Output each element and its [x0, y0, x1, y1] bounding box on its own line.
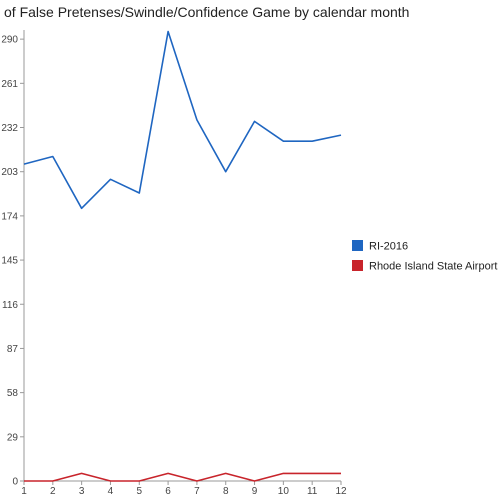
series-line-2 — [24, 472, 341, 482]
y-tick-label: 203 — [1, 167, 18, 178]
legend-label-2: Rhode Island State Airport — [369, 261, 497, 273]
series-line-1 — [23, 30, 342, 210]
x-tick-label: 9 — [252, 486, 258, 497]
x-tick-label: 5 — [136, 486, 142, 497]
x-axis-ticks: 1 2 3 4 5 6 7 8 9 10 11 12 — [21, 481, 347, 497]
y-tick-label: 29 — [7, 432, 19, 443]
legend-swatch-1 — [352, 240, 363, 251]
chart-title: of False Pretenses/Swindle/Confidence Ga… — [4, 4, 410, 20]
legend: RI-2016 Rhode Island State Airport — [352, 240, 497, 273]
legend-swatch-2 — [352, 260, 363, 271]
x-tick-label: 12 — [335, 486, 347, 497]
x-tick-label: 7 — [194, 486, 200, 497]
x-tick-label: 4 — [108, 486, 114, 497]
legend-label-1: RI-2016 — [369, 241, 408, 253]
y-axis-ticks: 0 29 58 87 116 145 174 203 232 261 290 — [1, 35, 24, 488]
x-tick-label: 8 — [223, 486, 229, 497]
y-tick-label: 116 — [2, 300, 18, 311]
x-tick-label: 2 — [50, 486, 56, 497]
y-tick-label: 290 — [1, 35, 18, 46]
x-tick-label: 3 — [79, 486, 85, 497]
y-tick-label: 232 — [1, 123, 18, 134]
series-lines — [23, 30, 342, 482]
x-tick-label: 11 — [307, 486, 318, 497]
y-tick-label: 0 — [12, 477, 18, 488]
x-tick-label: 1 — [21, 486, 27, 497]
x-tick-label: 10 — [278, 486, 290, 497]
y-tick-label: 261 — [1, 79, 18, 90]
y-tick-label: 145 — [1, 256, 18, 267]
y-tick-label: 87 — [7, 344, 19, 355]
y-tick-label: 58 — [7, 388, 19, 399]
x-tick-label: 6 — [165, 486, 171, 497]
axes — [23, 30, 341, 482]
y-tick-label: 174 — [1, 211, 18, 222]
